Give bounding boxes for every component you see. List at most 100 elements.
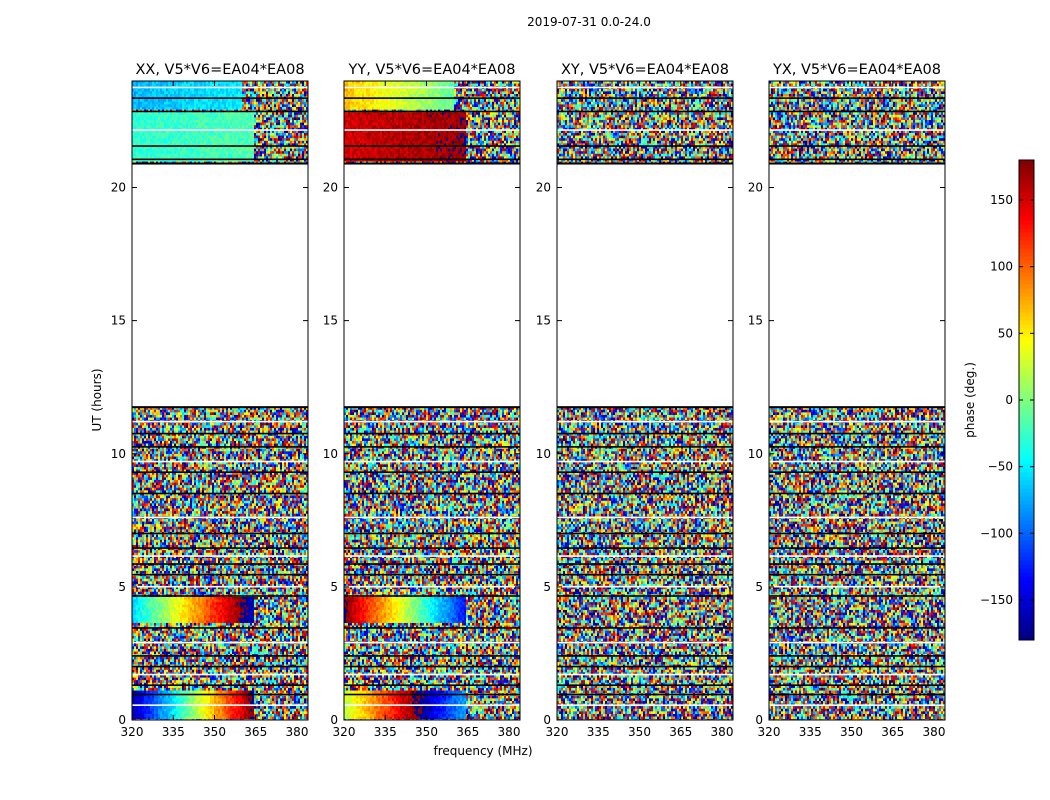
y-tick-label: 15 <box>748 314 763 328</box>
colorbar-step <box>1019 316 1034 321</box>
colorbar-step <box>1019 288 1034 293</box>
colorbar-step <box>1019 256 1034 261</box>
colorbar-step <box>1019 604 1034 609</box>
flagged-row <box>132 573 308 576</box>
colorbar-tick-label: 0 <box>1005 393 1013 407</box>
colorbar-step <box>1019 520 1034 525</box>
colorbar-step <box>1019 280 1034 285</box>
flagged-row <box>769 673 945 676</box>
flagged-row <box>557 655 733 657</box>
flagged-row <box>344 547 520 549</box>
flagged-row <box>557 86 733 89</box>
y-axis-label: UT (hours) <box>90 368 104 431</box>
flagged-row <box>769 585 945 588</box>
colorbar-step <box>1019 508 1034 513</box>
y-tick-label: 20 <box>748 181 763 195</box>
flagged-row <box>769 492 945 495</box>
flagged-row <box>557 573 733 576</box>
x-tick-label: 365 <box>669 725 692 739</box>
colorbar-step <box>1019 476 1034 481</box>
flagged-row <box>344 86 520 89</box>
flagged-row <box>132 158 308 161</box>
panel-3-band-1 <box>769 81 945 165</box>
x-tick-label: 380 <box>711 725 734 739</box>
colorbar-step <box>1019 472 1034 477</box>
colorbar-step <box>1019 348 1034 353</box>
flagged-row <box>344 684 520 686</box>
colorbar-step <box>1019 432 1034 437</box>
flagged-row <box>132 704 308 706</box>
colorbar-step <box>1019 628 1034 633</box>
colorbar-step <box>1019 368 1034 373</box>
panel-0-title: XX, V5*V6=EA04*EA08 <box>135 62 304 78</box>
colorbar: 150 100 50 0 −50 −100 −150 <box>980 159 1035 641</box>
y-tick-label: 10 <box>748 447 763 461</box>
colorbar-step <box>1019 216 1034 221</box>
flagged-row <box>132 673 308 676</box>
gap-edge <box>132 162 308 165</box>
flagged-row <box>769 129 945 131</box>
colorbar-step <box>1019 548 1034 553</box>
panel-2-band-0 <box>557 407 733 720</box>
flagged-row <box>557 693 733 696</box>
gap-edge <box>344 406 520 409</box>
flagged-row <box>769 627 945 629</box>
flagged-row <box>557 704 733 706</box>
colorbar-step <box>1019 320 1034 325</box>
colorbar-step <box>1019 224 1034 229</box>
colorbar-label: phase (deg.) <box>963 362 977 438</box>
flagged-row <box>344 446 520 448</box>
flagged-row <box>132 595 308 597</box>
colorbar-step <box>1019 240 1034 245</box>
flagged-row <box>132 97 308 99</box>
flagged-row <box>132 641 308 644</box>
colorbar-step <box>1019 428 1034 433</box>
y-tick-label: 10 <box>323 447 338 461</box>
colorbar-tick-label: −100 <box>980 526 1013 540</box>
colorbar-step <box>1019 208 1034 213</box>
colorbar-step <box>1019 356 1034 361</box>
flagged-row <box>132 460 308 463</box>
colorbar-step <box>1019 624 1034 629</box>
flagged-row <box>344 158 520 161</box>
flagged-row <box>769 665 945 668</box>
colorbar-step <box>1019 524 1034 529</box>
flagged-row <box>344 595 520 597</box>
flagged-row <box>132 446 308 448</box>
colorbar-step <box>1019 500 1034 505</box>
colorbar-step <box>1019 560 1034 565</box>
flagged-row <box>132 86 308 89</box>
x-tick-label: 380 <box>286 725 309 739</box>
panel-3-title: YX, V5*V6=EA04*EA08 <box>772 62 941 78</box>
colorbar-step <box>1019 600 1034 605</box>
colorbar-step <box>1019 536 1034 541</box>
flagged-row <box>557 684 733 686</box>
colorbar-step <box>1019 528 1034 533</box>
gap-edge <box>344 162 520 165</box>
flagged-row <box>557 129 733 131</box>
colorbar-step <box>1019 376 1034 381</box>
colorbar-step <box>1019 184 1034 189</box>
colorbar-step <box>1019 332 1034 337</box>
colorbar-step <box>1019 328 1034 333</box>
x-tick-label: 320 <box>758 725 781 739</box>
colorbar-step <box>1019 292 1034 297</box>
colorbar-step <box>1019 392 1034 397</box>
panel-2-title: XY, V5*V6=EA04*EA08 <box>561 62 729 78</box>
flagged-row <box>132 532 308 535</box>
flagged-row <box>557 563 733 565</box>
colorbar-step <box>1019 616 1034 621</box>
panel-0-image <box>132 81 308 720</box>
colorbar-step <box>1019 636 1034 641</box>
colorbar-step <box>1019 424 1034 429</box>
flagged-row <box>557 446 733 448</box>
colorbar-step <box>1019 544 1034 549</box>
colorbar-step <box>1019 576 1034 581</box>
x-tick-label: 380 <box>498 725 521 739</box>
colorbar-step <box>1019 272 1034 277</box>
colorbar-step <box>1019 176 1034 181</box>
flagged-row <box>344 704 520 706</box>
colorbar-step <box>1019 404 1034 409</box>
panel-3-frame <box>768 80 946 721</box>
flagged-row <box>557 471 733 473</box>
